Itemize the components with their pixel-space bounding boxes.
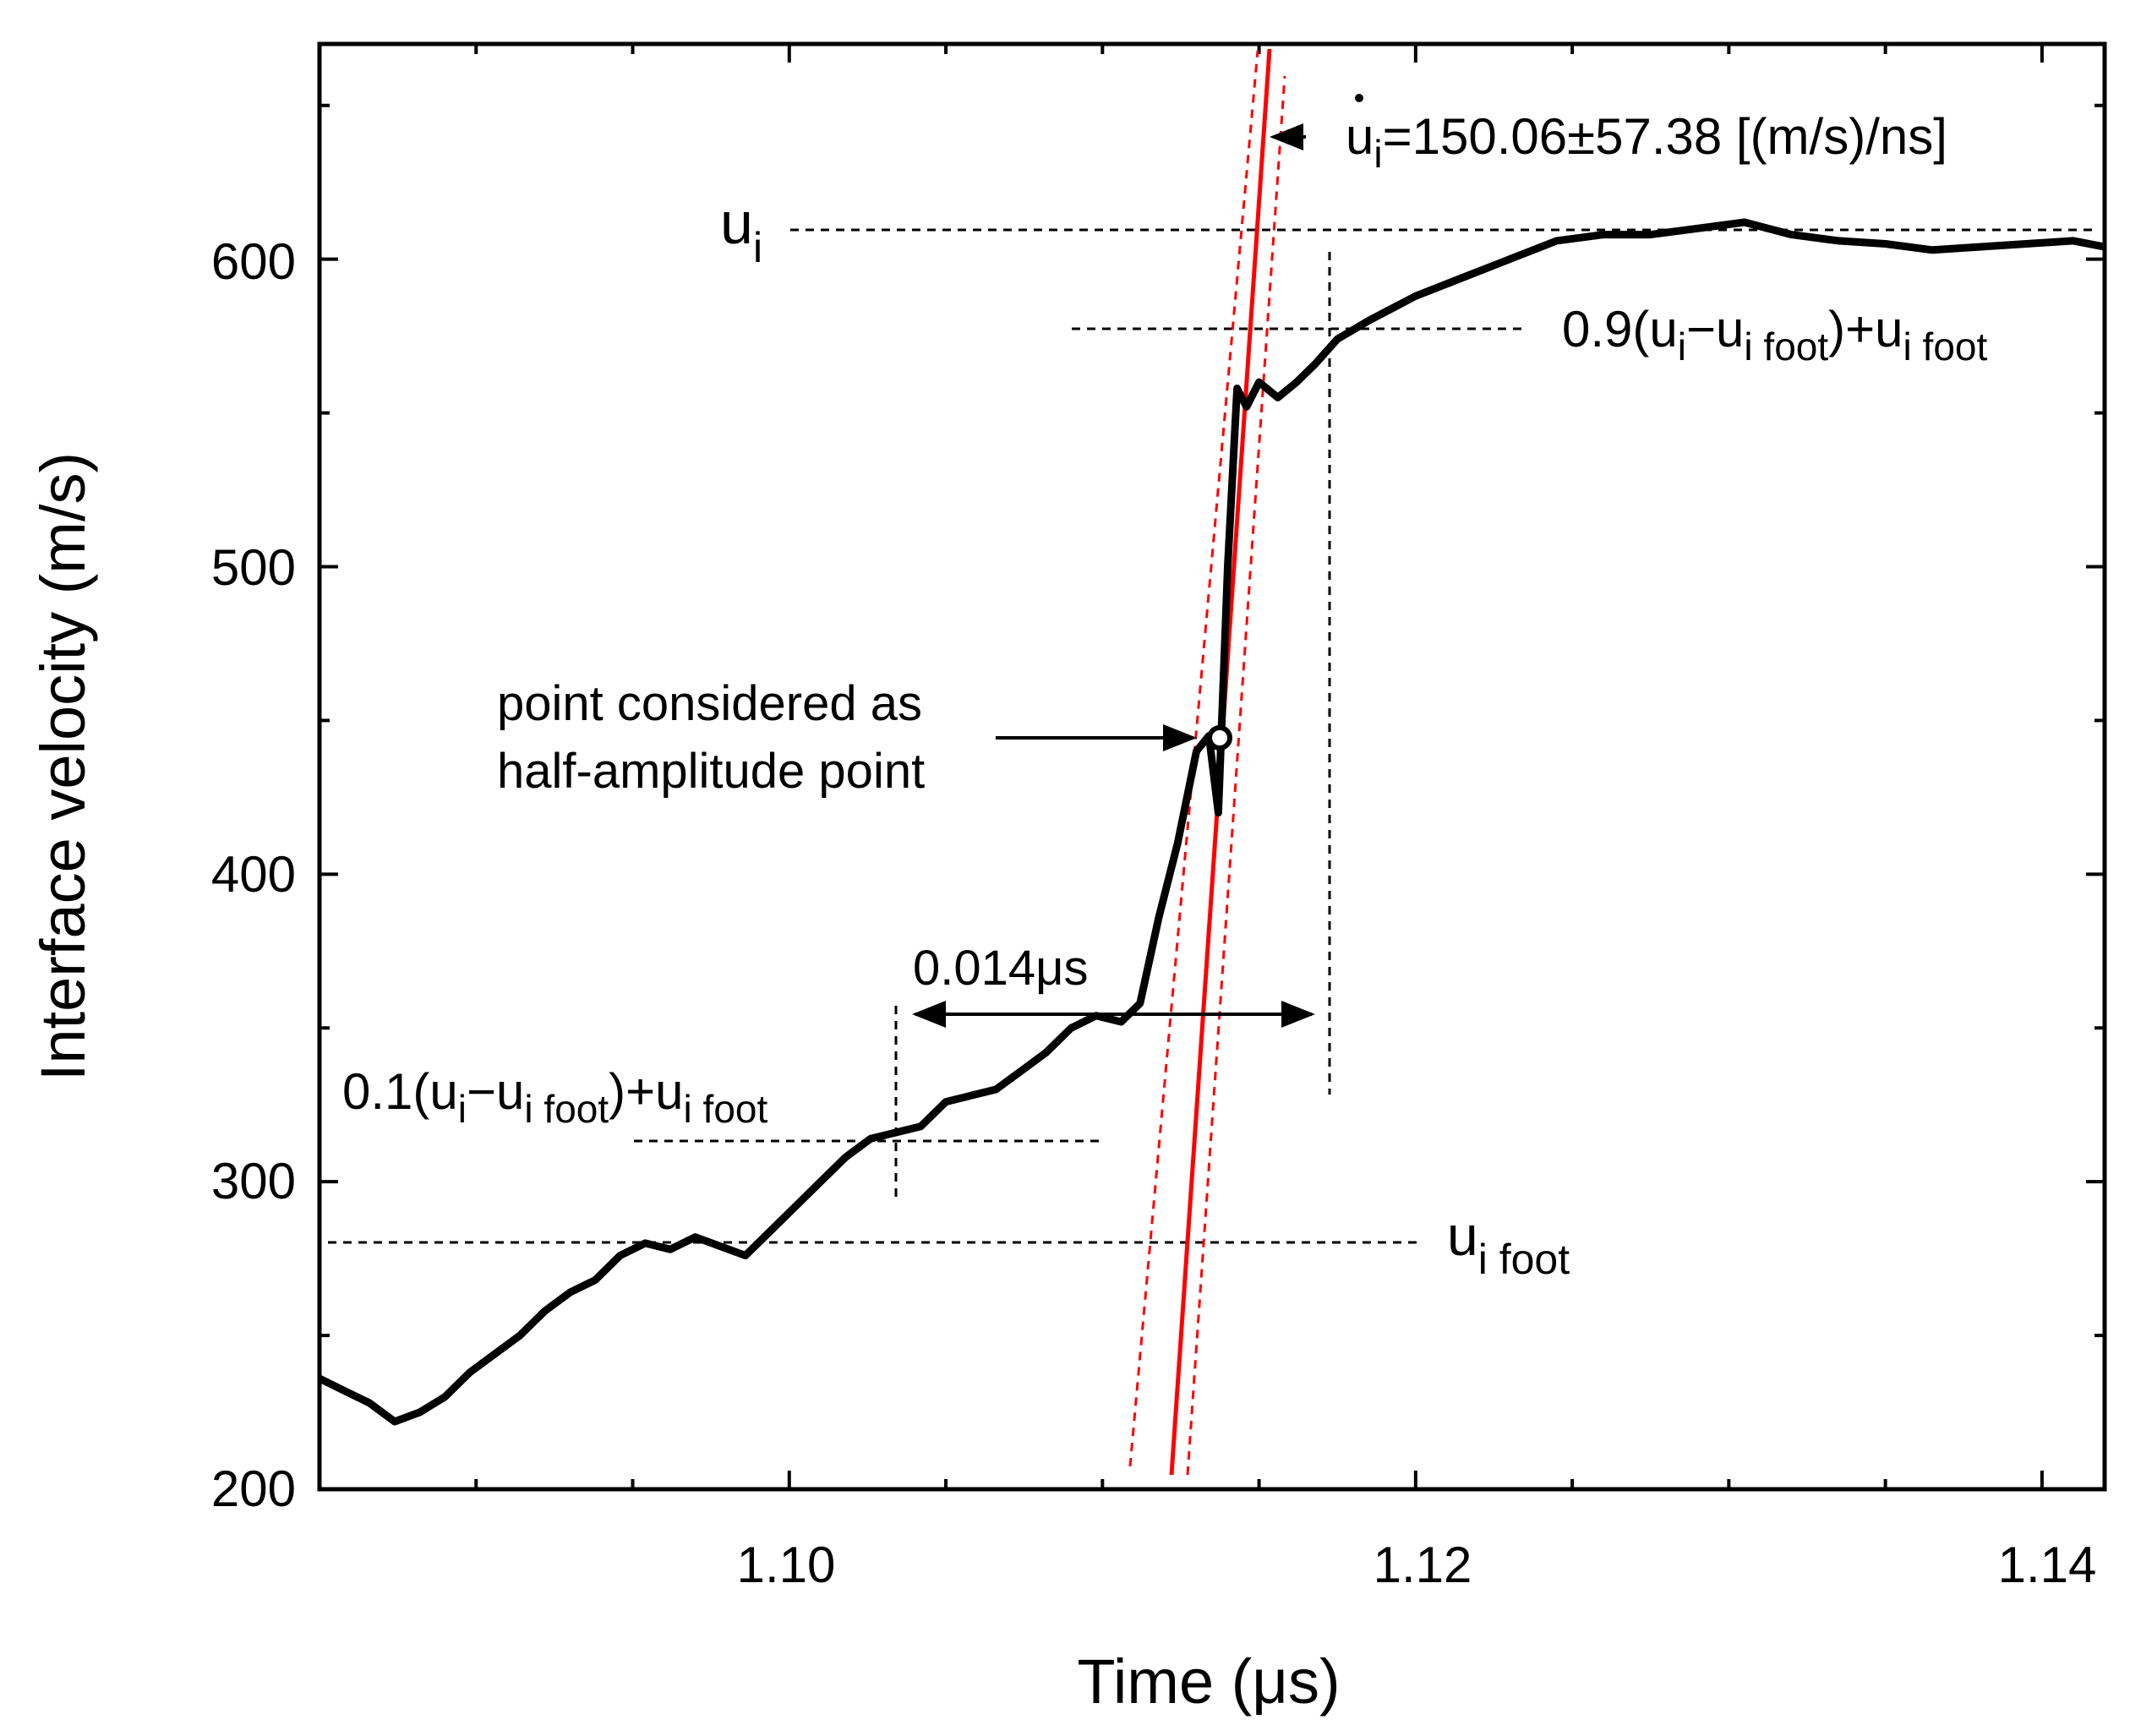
fit-lines <box>1128 48 1286 1476</box>
y-axis-title: Interface velocity (m/s) <box>28 452 98 1081</box>
y-tick-label: 200 <box>211 1460 296 1517</box>
half-point-label-line1: point considered as <box>497 676 922 731</box>
foot-label: ui foot <box>1447 1204 1570 1283</box>
rise-time-label: 0.014μs <box>913 941 1089 996</box>
x-tick-labels: 1.10 1.12 1.14 <box>737 1537 2097 1593</box>
ui-label: ui <box>720 190 762 271</box>
x-axis-title: Time (μs) <box>1077 1646 1340 1717</box>
x-tick-label: 1.10 <box>737 1537 836 1593</box>
x-tick-label: 1.14 <box>1998 1537 2097 1593</box>
y-tick-label: 300 <box>211 1153 296 1209</box>
x-tick-label: 1.12 <box>1374 1537 1472 1593</box>
fit-lower-bound-line <box>1186 75 1286 1476</box>
slope-text: ui=150.06±57.38 [(m/s)/ns] <box>1346 108 1947 176</box>
lower-level-label: 0.1(ui−ui foot)+ui foot <box>342 1063 767 1131</box>
axis-ticks <box>320 44 2105 1491</box>
upper-level-label: 0.9(ui−ui foot)+ui foot <box>1562 301 1987 368</box>
slope-annotation: ui=150.06±57.38 [(m/s)/ns] <box>1346 94 1947 176</box>
dot-accent <box>1355 94 1363 102</box>
y-tick-label: 400 <box>211 846 296 903</box>
plot-frame <box>317 41 2107 1492</box>
velocity-trace <box>320 218 2105 1426</box>
y-tick-labels: 200 300 400 500 600 <box>211 233 296 1517</box>
y-tick-label: 600 <box>211 233 296 290</box>
half-point-label-line2: half-amplitude point <box>497 744 925 799</box>
y-tick-label: 500 <box>211 539 296 596</box>
half-amplitude-marker <box>1207 725 1232 751</box>
